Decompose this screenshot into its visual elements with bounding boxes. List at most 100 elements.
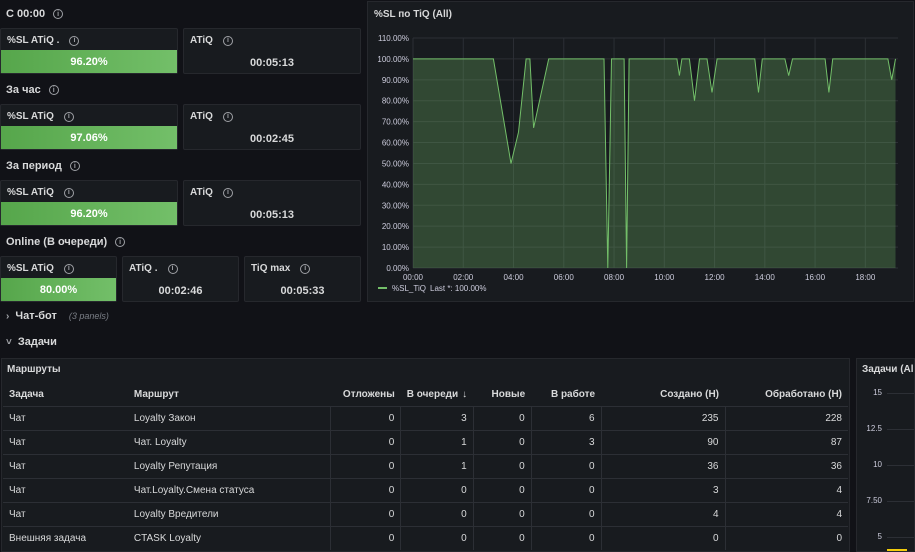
info-icon[interactable]: i xyxy=(53,9,64,19)
panel-title: TiQ max xyxy=(251,263,291,274)
info-icon[interactable]: i xyxy=(115,237,126,247)
info-icon[interactable]: i xyxy=(167,263,178,274)
stat-value: 00:02:46 xyxy=(158,285,203,297)
info-icon[interactable]: i xyxy=(69,35,80,46)
row-title-period[interactable]: За период i xyxy=(6,160,80,172)
x-tick-label: 00:00 xyxy=(403,273,424,282)
panel-title: ATiQ xyxy=(190,35,213,46)
table-row: Чат Loyalty Вредители 0 0 0 0 4 4 xyxy=(3,501,848,526)
y-tick-label: 10.00% xyxy=(382,243,409,252)
routes-table-panel: Маршруты Задача Маршрут Отложены В очере… xyxy=(1,358,850,552)
table-cell: 0 xyxy=(400,525,474,550)
stat-panel-atiq-period: ATiQ i 00:05:13 xyxy=(183,180,361,226)
row-title-label: Чат-бот xyxy=(15,310,57,322)
row-chatbot-collapsed[interactable]: › Чат-бот (3 panels) xyxy=(6,310,109,322)
x-tick-label: 08:00 xyxy=(604,273,625,282)
table-cell: Чат.Loyalty.Смена статуса xyxy=(127,477,331,502)
column-header[interactable]: Маршрут xyxy=(133,389,179,401)
panel-title: %SL ATiQ xyxy=(7,111,54,122)
row-title-label: Online (В очереди) xyxy=(6,236,108,248)
stat-value: 00:02:45 xyxy=(249,133,295,145)
y-tick-label: 0.00% xyxy=(386,264,409,273)
table-cell: 0 xyxy=(330,477,401,502)
row-title-label: За час xyxy=(6,84,41,96)
column-header[interactable]: Задача xyxy=(9,389,44,401)
row-title-c0000[interactable]: С 00:00 i xyxy=(6,8,64,20)
grid-line xyxy=(887,465,914,466)
table-row: Чат Loyalty Закон 0 3 0 6 235 228 xyxy=(3,405,848,430)
grid-line xyxy=(887,429,914,430)
table-cell: 6 xyxy=(530,405,602,430)
table-cell: 90 xyxy=(600,429,725,454)
row-title-hour[interactable]: За час i xyxy=(6,84,59,96)
column-header[interactable]: В работе xyxy=(550,389,596,401)
x-tick-label: 18:00 xyxy=(855,273,876,282)
table-cell: 0 xyxy=(330,453,401,478)
row-title-online[interactable]: Online (В очереди) i xyxy=(6,236,126,248)
stat-value: 00:05:13 xyxy=(249,57,295,69)
table-cell: Чат xyxy=(3,429,128,454)
info-icon[interactable]: i xyxy=(48,85,59,95)
grid-line xyxy=(887,501,914,502)
panel-title: Задачи (All xyxy=(862,364,915,375)
info-icon[interactable]: i xyxy=(69,161,80,171)
legend-series-value: Last *: 100.00% xyxy=(430,284,486,293)
table-cell: 4 xyxy=(600,501,725,526)
x-tick-label: 06:00 xyxy=(554,273,575,282)
panel-title: %SL ATiQ xyxy=(7,263,54,274)
legend-series-name: %SL_TiQ xyxy=(392,284,426,293)
table-row: Чат Loyalty Репутация 0 1 0 0 36 36 xyxy=(3,453,848,478)
y-tick-label: 7.50 xyxy=(866,496,882,505)
y-tick-label: 70.00% xyxy=(382,118,409,127)
table-cell: 0 xyxy=(330,501,401,526)
table-cell: 87 xyxy=(724,429,848,454)
table-cell: CTASK Loyalty xyxy=(127,525,331,550)
row-title-label: За период xyxy=(6,160,62,172)
table-cell: 235 xyxy=(600,405,725,430)
table-header-row: Задача Маршрут Отложены В очереди ↓ Новые… xyxy=(3,384,848,406)
y-tick-label: 100.00% xyxy=(377,55,409,64)
stat-panel-tiq-max: TiQ max i 00:05:33 xyxy=(244,256,361,302)
info-icon[interactable]: i xyxy=(222,187,233,198)
routes-table: Задача Маршрут Отложены В очереди ↓ Новые… xyxy=(3,384,848,550)
stat-value: 80.00% xyxy=(1,278,116,301)
table-cell: Loyalty Вредители xyxy=(127,501,331,526)
column-header-sorted[interactable]: В очереди ↓ xyxy=(401,384,473,406)
x-tick-label: 10:00 xyxy=(654,273,675,282)
x-tick-label: 14:00 xyxy=(755,273,776,282)
stat-panel-atiq-c0000: ATiQ i 00:05:13 xyxy=(183,28,361,74)
y-tick-label: 110.00% xyxy=(378,34,409,43)
info-icon[interactable]: i xyxy=(63,111,74,122)
table-cell: Чат. Loyalty xyxy=(127,429,331,454)
column-header[interactable]: Новые xyxy=(491,389,526,401)
grid-line xyxy=(887,393,914,394)
panel-title: Маршруты xyxy=(7,364,61,375)
info-icon[interactable]: i xyxy=(300,263,311,274)
series-area xyxy=(413,58,896,269)
info-icon[interactable]: i xyxy=(63,263,74,274)
column-header[interactable]: Обработано (Н) xyxy=(765,389,842,401)
tasks-chart-panel: Задачи (All 15 12.5 10 7.50 5 xyxy=(856,358,915,552)
panel-title: %SL ATiQ xyxy=(7,187,54,198)
table-cell: 0 xyxy=(724,525,848,550)
column-header[interactable]: Создано (Н) xyxy=(660,389,719,401)
stat-value: 00:05:13 xyxy=(249,209,295,221)
series-marker xyxy=(887,549,907,551)
info-icon[interactable]: i xyxy=(63,187,74,198)
column-header-label: В очереди xyxy=(406,389,459,401)
table-row: Чат Чат.Loyalty.Смена статуса 0 0 0 0 3 4 xyxy=(3,477,848,502)
table-cell: 4 xyxy=(724,501,848,526)
info-icon[interactable]: i xyxy=(222,111,233,122)
sl-tiq-chart-panel: %SL по TiQ (All) 110.00% 100.00% 90.00% 80.… xyxy=(367,1,914,302)
table-cell: Чат xyxy=(3,453,128,478)
info-icon[interactable]: i xyxy=(222,35,233,46)
sl-tiq-chart[interactable]: 110.00% 100.00% 90.00% 80.00% 70.00% 60.00% 50… xyxy=(368,2,913,301)
table-cell: 4 xyxy=(724,477,848,502)
table-cell: 0 xyxy=(530,525,602,550)
chevron-right-icon: › xyxy=(6,310,10,322)
row-tasks-expanded[interactable]: ˅ Задачи xyxy=(6,336,57,348)
panel-title: ATiQ . xyxy=(129,263,158,274)
y-tick-label: 12.5 xyxy=(866,424,882,433)
y-tick-label: 60.00% xyxy=(382,139,409,148)
column-header[interactable]: Отложены xyxy=(342,389,395,401)
